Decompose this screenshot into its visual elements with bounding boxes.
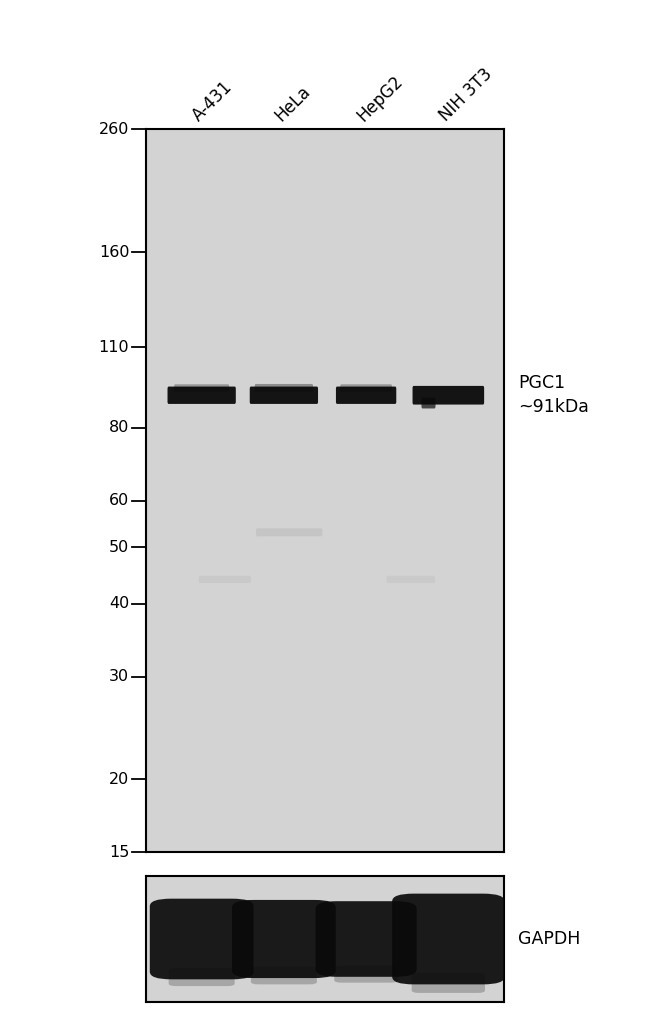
Text: NIH 3T3: NIH 3T3 <box>436 65 495 125</box>
FancyBboxPatch shape <box>256 528 322 536</box>
FancyBboxPatch shape <box>340 384 392 392</box>
Text: 60: 60 <box>109 494 129 508</box>
Text: 40: 40 <box>109 596 129 612</box>
Text: PGC1
~91kDa: PGC1 ~91kDa <box>518 374 589 416</box>
FancyBboxPatch shape <box>251 967 317 984</box>
FancyBboxPatch shape <box>255 384 313 393</box>
FancyBboxPatch shape <box>250 386 318 404</box>
Text: 260: 260 <box>99 122 129 136</box>
Text: 110: 110 <box>99 340 129 354</box>
Text: 30: 30 <box>109 669 129 684</box>
FancyBboxPatch shape <box>174 384 229 392</box>
FancyBboxPatch shape <box>411 973 485 993</box>
Text: 160: 160 <box>99 245 129 259</box>
Text: 15: 15 <box>109 845 129 859</box>
FancyBboxPatch shape <box>413 386 484 405</box>
FancyBboxPatch shape <box>232 900 336 978</box>
FancyBboxPatch shape <box>168 968 235 987</box>
FancyBboxPatch shape <box>150 899 254 979</box>
FancyBboxPatch shape <box>392 894 504 984</box>
Text: 50: 50 <box>109 539 129 555</box>
FancyBboxPatch shape <box>421 398 436 408</box>
Text: A-431: A-431 <box>189 77 236 125</box>
FancyBboxPatch shape <box>168 386 236 404</box>
FancyBboxPatch shape <box>334 966 398 982</box>
FancyBboxPatch shape <box>315 901 417 977</box>
Text: 20: 20 <box>109 772 129 787</box>
FancyBboxPatch shape <box>387 575 435 583</box>
Text: HepG2: HepG2 <box>354 72 406 125</box>
Text: 80: 80 <box>109 420 129 435</box>
Text: HeLa: HeLa <box>271 83 314 125</box>
FancyBboxPatch shape <box>199 575 251 583</box>
Text: GAPDH: GAPDH <box>518 930 580 948</box>
FancyBboxPatch shape <box>336 386 396 404</box>
